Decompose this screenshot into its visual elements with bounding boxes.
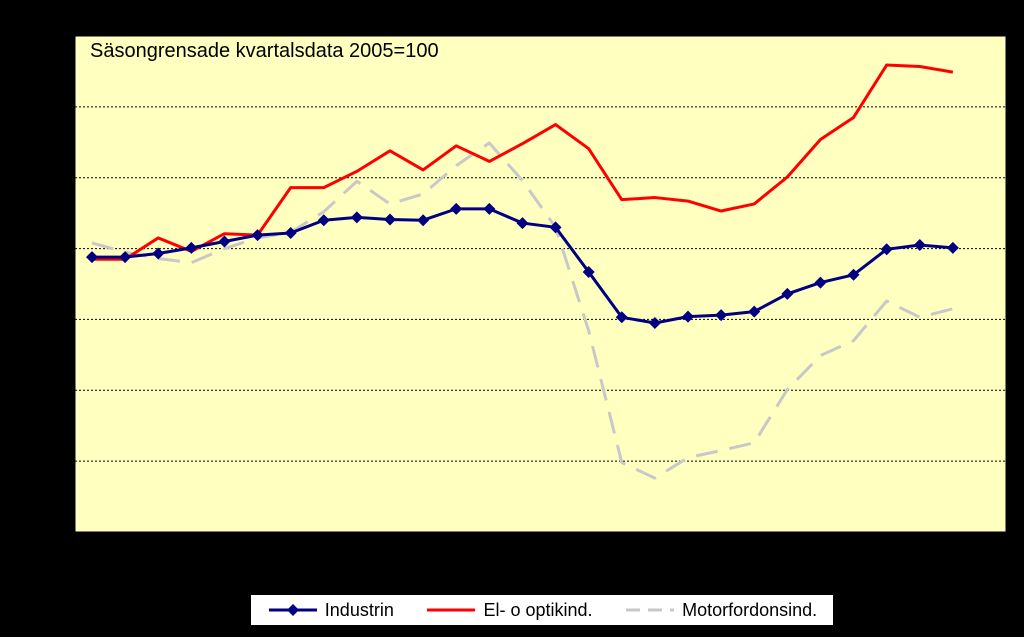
series-point	[152, 247, 165, 260]
series-point	[615, 311, 628, 324]
legend-label: Industrin	[324, 599, 394, 620]
legend-swatch	[626, 608, 675, 612]
legend-label: El- o optikind.	[483, 599, 593, 620]
series-point	[483, 202, 496, 215]
legend-swatch	[427, 608, 476, 612]
series-point	[847, 268, 860, 281]
series-point	[350, 211, 363, 224]
series-point	[682, 310, 694, 323]
series-line-1	[92, 63, 954, 261]
series-point	[814, 276, 827, 289]
series-point	[251, 229, 264, 242]
series-point	[516, 217, 529, 230]
legend-item: El- o optikind.	[425, 599, 593, 621]
legend-item: Motorfordonsind.	[624, 600, 817, 621]
series-point	[119, 251, 132, 264]
series-point	[185, 241, 198, 254]
series-point	[549, 221, 562, 234]
series-line-2	[91, 141, 954, 480]
series-point	[880, 243, 893, 256]
series-layer	[86, 63, 959, 480]
series-point	[384, 213, 396, 226]
series-point	[781, 287, 794, 300]
grid-lines	[75, 106, 1006, 462]
series-point	[317, 214, 330, 227]
chart-title: Säsongrensade kvartalsdata 2005=100	[90, 40, 439, 62]
plot-background	[74, 35, 1007, 533]
series-point	[648, 316, 661, 329]
series-point	[86, 251, 98, 264]
series-point	[417, 214, 430, 227]
legend-item: Industrin	[267, 600, 394, 621]
legend: Industrin El- o optikind. Motorfordonsind.	[250, 594, 834, 626]
series-point	[284, 226, 297, 239]
series-point	[946, 241, 959, 254]
legend-label: Motorfordonsind.	[682, 599, 818, 620]
series-point	[715, 309, 728, 322]
legend-swatch	[268, 604, 317, 616]
series-point	[218, 235, 231, 248]
series-point	[913, 239, 926, 252]
series-point	[450, 202, 463, 215]
series-point	[582, 265, 595, 278]
series-point	[748, 305, 761, 318]
